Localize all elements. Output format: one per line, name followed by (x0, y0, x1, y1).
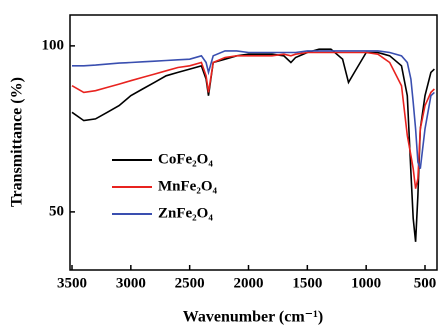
series-line (71, 48, 435, 242)
legend-label: MnFe₂O₄ (158, 178, 217, 194)
series-line (71, 51, 435, 189)
x-axis-label: Wavenumber (cm⁻¹) (183, 309, 323, 326)
legend-label: ZnFe₂O₄ (158, 205, 213, 221)
y-tick-label: 50 (49, 203, 64, 219)
plot-frame (69, 14, 438, 271)
x-tick-label: 1000 (351, 275, 381, 291)
x-tick-label: 3000 (116, 275, 146, 291)
legend-label: CoFe₂O₄ (158, 151, 213, 167)
y-axis-label: Transmittance (%) (9, 77, 26, 207)
y-tick-label: 100 (42, 37, 65, 53)
series-line (72, 50, 435, 169)
x-tick-label: 1500 (292, 275, 322, 291)
x-tick-label: 3500 (57, 275, 87, 291)
x-tick-label: 2500 (175, 275, 205, 291)
x-tick-label: 500 (414, 275, 437, 291)
x-tick-label: 2000 (233, 275, 263, 291)
